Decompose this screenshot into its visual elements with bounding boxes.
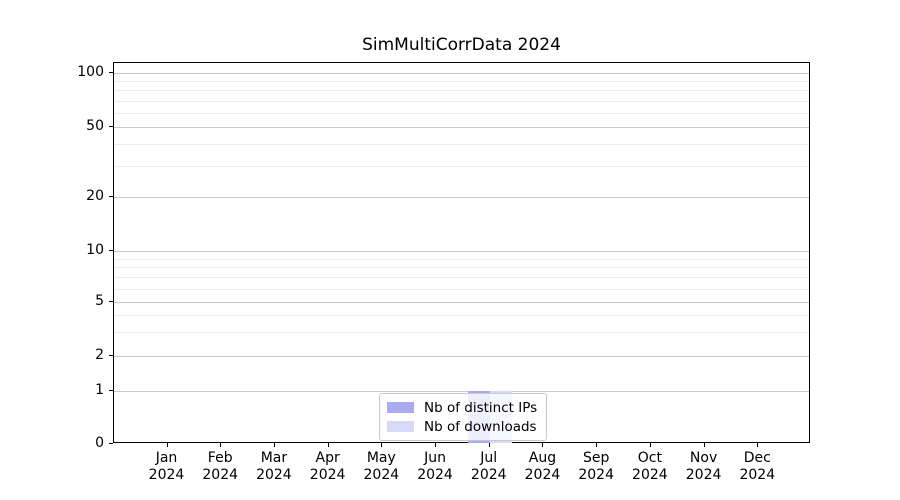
y-tick-mark	[109, 196, 113, 197]
y-tick-mark	[109, 443, 113, 444]
x-tick-month: Jan	[155, 450, 178, 466]
gridline-minor	[114, 267, 809, 269]
y-tick-label: 20	[86, 188, 104, 204]
x-tick-year: 2024	[685, 466, 722, 483]
x-tick-month: Jul	[480, 450, 498, 466]
y-tick-label: 10	[86, 242, 104, 258]
x-tick-year: 2024	[202, 466, 239, 483]
y-tick-mark	[109, 390, 113, 391]
x-tick-year: 2024	[470, 466, 507, 483]
x-tick-year: 2024	[363, 466, 400, 483]
chart-title: SimMultiCorrData 2024	[362, 35, 561, 55]
x-tick-month: Oct	[637, 450, 662, 466]
x-tick-month: Jun	[424, 450, 446, 466]
x-tick-year: 2024	[417, 466, 453, 483]
gridline-minor	[114, 288, 809, 290]
x-tick-mark	[649, 443, 651, 447]
x-tick-year: 2024	[632, 466, 668, 483]
x-tick-year: 2024	[256, 466, 292, 483]
x-tick-month: Feb	[207, 450, 233, 466]
gridline-major	[114, 73, 809, 74]
gridline-major	[114, 302, 809, 303]
x-tick-year: 2024	[739, 466, 776, 483]
gridline-major	[114, 391, 809, 392]
x-tick-month: Apr	[315, 450, 340, 466]
x-tick-month: Aug	[528, 450, 557, 466]
x-tick-label: Dec 2024	[725, 450, 789, 483]
gridline-minor	[114, 112, 809, 114]
y-tick-label: 5	[95, 293, 104, 309]
x-tick-label: Aug 2024	[510, 450, 574, 483]
gridline-minor	[114, 144, 809, 146]
legend-item: Nb of distinct IPs	[387, 398, 537, 417]
x-tick-label: Mar 2024	[242, 450, 306, 483]
y-tick-mark	[109, 126, 113, 127]
y-tick-label: 1	[95, 382, 104, 398]
legend-label: Nb of downloads	[424, 418, 537, 435]
gridline-major	[114, 197, 809, 198]
gridline-major	[114, 127, 809, 128]
x-tick-year: 2024	[578, 466, 614, 483]
y-tick-mark	[109, 355, 113, 356]
x-tick-mark	[166, 443, 168, 447]
x-tick-mark	[273, 443, 275, 447]
gridline-major	[114, 251, 809, 252]
gridline-major	[114, 356, 809, 357]
y-tick-label: 50	[86, 118, 104, 134]
gridline-minor	[114, 100, 809, 102]
x-tick-mark	[542, 443, 544, 447]
x-tick-label: Apr 2024	[296, 450, 360, 483]
x-tick-year: 2024	[309, 466, 346, 483]
legend: Nb of distinct IPs Nb of downloads	[379, 393, 548, 441]
x-tick-label: May 2024	[349, 450, 413, 483]
plot-area: Nb of distinct IPs Nb of downloads	[113, 62, 810, 443]
gridline-minor	[114, 258, 809, 260]
x-tick-label: Feb 2024	[188, 450, 252, 483]
x-tick-label: Nov 2024	[672, 450, 736, 483]
x-tick-label: Jun 2024	[403, 450, 467, 483]
gridline-minor	[114, 277, 809, 279]
gridline-minor	[114, 315, 809, 317]
legend-swatch	[387, 402, 414, 413]
x-tick-month: May	[366, 450, 396, 466]
x-tick-mark	[220, 443, 222, 447]
x-tick-mark	[596, 443, 598, 447]
y-tick-mark	[109, 250, 113, 251]
y-tick-mark	[109, 72, 113, 73]
y-tick-label: 2	[95, 347, 104, 363]
x-tick-year: 2024	[148, 466, 185, 483]
x-tick-mark	[488, 443, 490, 447]
y-tick-label: 100	[77, 64, 104, 80]
x-tick-month: Sep	[582, 450, 610, 466]
gridline-minor	[114, 166, 809, 168]
y-tick-mark	[109, 301, 113, 302]
x-tick-label: Sep 2024	[564, 450, 628, 483]
x-tick-label: Jul 2024	[457, 450, 521, 483]
x-tick-label: Jan 2024	[135, 450, 199, 483]
x-tick-mark	[381, 443, 383, 447]
legend-swatch	[387, 421, 414, 432]
legend-label: Nb of distinct IPs	[424, 399, 538, 416]
gridline-minor	[114, 332, 809, 334]
x-tick-label: Oct 2024	[618, 450, 682, 483]
y-tick-label: 0	[95, 435, 104, 451]
x-tick-month: Mar	[260, 450, 288, 466]
x-tick-month: Nov	[689, 450, 718, 466]
x-tick-year: 2024	[524, 466, 561, 483]
x-tick-mark	[327, 443, 329, 447]
gridline-minor	[114, 90, 809, 92]
x-tick-mark	[757, 443, 759, 447]
x-tick-mark	[703, 443, 705, 447]
gridline-minor	[114, 81, 809, 83]
legend-item: Nb of downloads	[387, 417, 537, 436]
x-tick-mark	[435, 443, 437, 447]
x-tick-month: Dec	[743, 450, 771, 466]
